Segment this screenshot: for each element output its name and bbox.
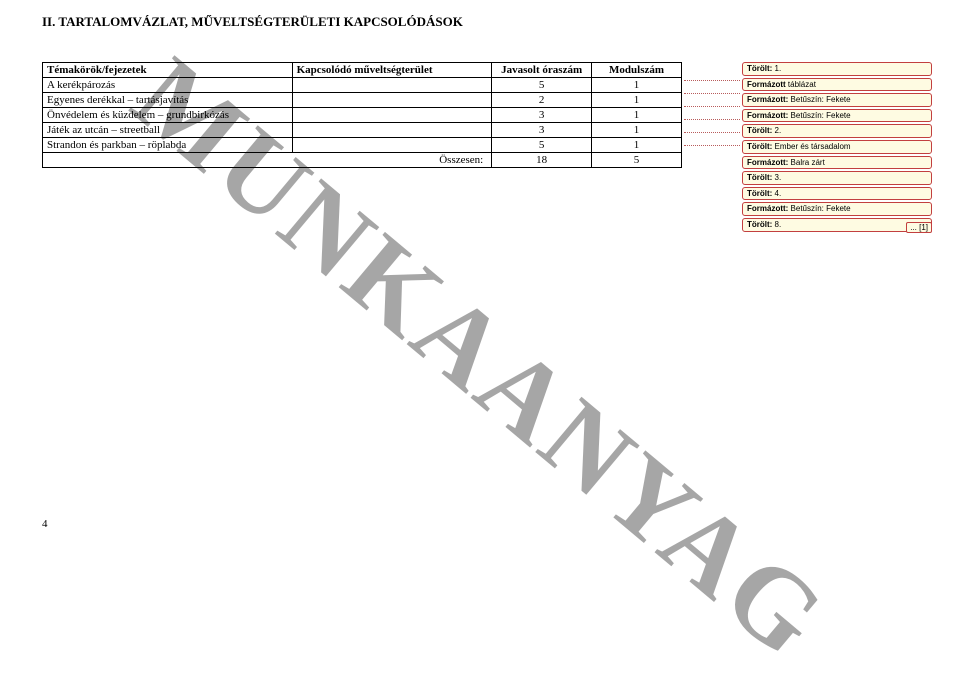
balloon: Törölt: 8. (742, 218, 932, 232)
cell-area (292, 78, 492, 93)
cell-mods: 1 (592, 123, 682, 138)
cell-total-label: Összesen: (43, 153, 492, 168)
cell-topic: Játék az utcán – streetball (43, 123, 293, 138)
balloon-prefix: Törölt: (747, 173, 772, 182)
cell-total-hours: 18 (492, 153, 592, 168)
table-row: Önvédelem és küzdelem – grundbirkózás 3 … (43, 108, 682, 123)
leader-line (684, 119, 740, 120)
cell-area (292, 138, 492, 153)
th-area: Kapcsolódó műveltségterület (292, 63, 492, 78)
balloon-prefix: Formázott: (747, 111, 788, 120)
balloon-prefix: Törölt: (747, 220, 772, 229)
cell-topic: A kerékpározás (43, 78, 293, 93)
balloon-text: 1. (772, 64, 781, 73)
balloon: Törölt: 3. (742, 171, 932, 185)
balloon-text: Balra zárt (788, 158, 824, 167)
balloon: Formázott: Betűszín: Fekete (742, 109, 932, 123)
leader-line (684, 93, 740, 94)
th-topic: Témakörök/fejezetek (43, 63, 293, 78)
balloon: Formázott: Betűszín: Fekete (742, 202, 932, 216)
cell-mods: 1 (592, 138, 682, 153)
balloon-prefix: Törölt: (747, 64, 772, 73)
cell-hours: 5 (492, 138, 592, 153)
page-title: II. TARTALOMVÁZLAT, MŰVELTSÉGTERÜLETI KA… (42, 14, 463, 30)
balloon: Törölt: 1. (742, 62, 932, 76)
balloon-text: 4. (772, 189, 781, 198)
balloon-prefix: Törölt: (747, 189, 772, 198)
th-mods: Modulszám (592, 63, 682, 78)
cell-hours: 3 (492, 108, 592, 123)
balloon-text: 2. (772, 126, 781, 135)
cell-hours: 2 (492, 93, 592, 108)
cell-total-mods: 5 (592, 153, 682, 168)
cell-area (292, 108, 492, 123)
balloon-text: Ember és társadalom (772, 142, 850, 151)
cell-mods: 1 (592, 78, 682, 93)
page-number: 4 (42, 518, 48, 530)
balloon-text: Betűszín: Fekete (788, 204, 850, 213)
leader-line (684, 106, 740, 107)
balloon-text: 3. (772, 173, 781, 182)
balloon-text: 8. (772, 220, 781, 229)
cell-topic: Strandon és parkban – röplabda (43, 138, 293, 153)
table-row: A kerékpározás 5 1 (43, 78, 682, 93)
cell-mods: 1 (592, 108, 682, 123)
balloon-prefix: Formázott (747, 80, 786, 89)
th-hours: Javasolt óraszám (492, 63, 592, 78)
table-row: Strandon és parkban – röplabda 5 1 (43, 138, 682, 153)
table-row: Egyenes derékkal – tartásjavítás 2 1 (43, 93, 682, 108)
table-row: Játék az utcán – streetball 3 1 (43, 123, 682, 138)
balloon: Formázott: Betűszín: Fekete (742, 93, 932, 107)
balloon-text: Betűszín: Fekete (788, 95, 850, 104)
leader-line (684, 80, 740, 81)
balloon-prefix: Törölt: (747, 126, 772, 135)
balloon-text: Betűszín: Fekete (788, 111, 850, 120)
cell-topic: Egyenes derékkal – tartásjavítás (43, 93, 293, 108)
bracket-note: ... [1] (906, 222, 932, 233)
balloon-prefix: Formázott: (747, 158, 788, 167)
revision-balloons: Törölt: 1. Formázott táblázat Formázott:… (742, 62, 932, 234)
balloon: Formázott táblázat (742, 78, 932, 92)
content-table: Témakörök/fejezetek Kapcsolódó műveltség… (42, 62, 682, 168)
balloon: Törölt: 2. (742, 124, 932, 138)
cell-area (292, 93, 492, 108)
balloon-prefix: Formázott: (747, 95, 788, 104)
balloon: Formázott: Balra zárt (742, 156, 932, 170)
balloon: Törölt: Ember és társadalom (742, 140, 932, 154)
balloon-prefix: Formázott: (747, 204, 788, 213)
balloon: Törölt: 4. (742, 187, 932, 201)
cell-hours: 5 (492, 78, 592, 93)
table-total-row: Összesen: 18 5 (43, 153, 682, 168)
balloon-prefix: Törölt: (747, 142, 772, 151)
cell-area (292, 123, 492, 138)
cell-mods: 1 (592, 93, 682, 108)
leader-line (684, 145, 740, 146)
leader-line (684, 132, 740, 133)
cell-topic: Önvédelem és küzdelem – grundbirkózás (43, 108, 293, 123)
cell-hours: 3 (492, 123, 592, 138)
balloon-text: táblázat (786, 80, 816, 89)
